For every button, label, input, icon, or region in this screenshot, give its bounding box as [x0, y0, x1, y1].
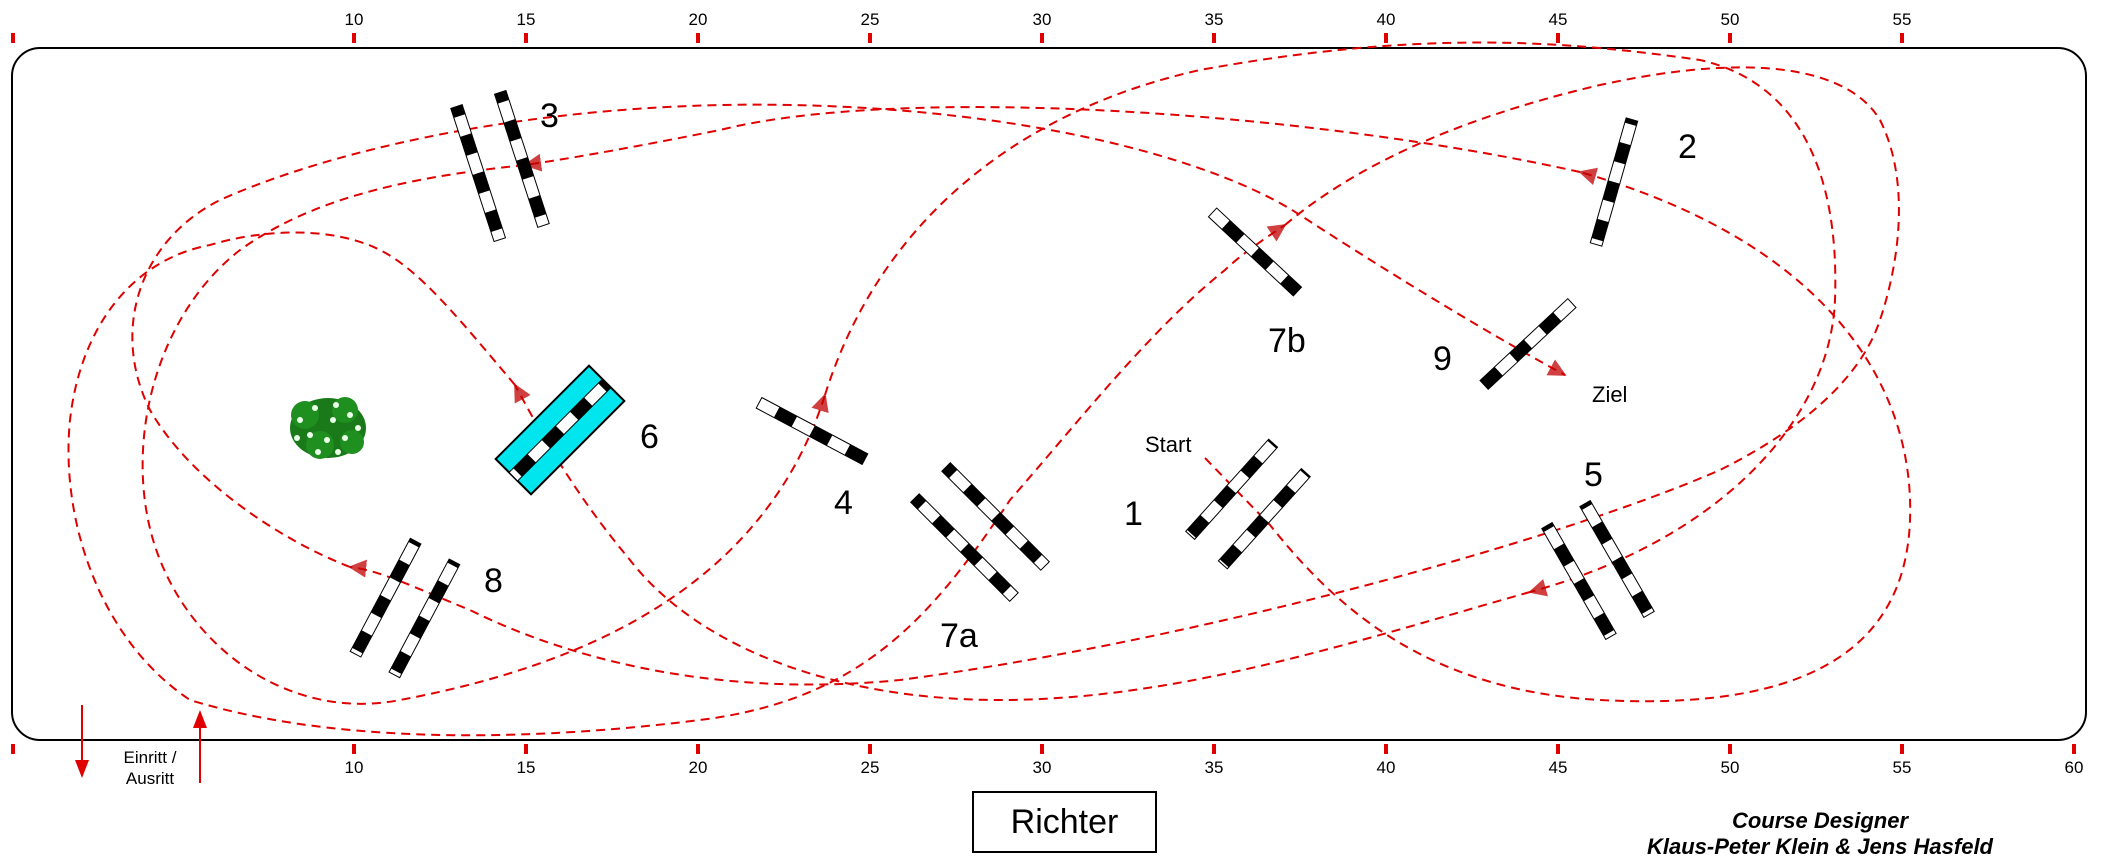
obstacle-9[interactable] [1479, 297, 1577, 391]
entry-label-line1: Einritt / [123, 748, 177, 767]
obstacle-7b[interactable] [1207, 207, 1303, 297]
riding-route [67, 41, 1912, 737]
judge-box: Richter [972, 791, 1157, 853]
top-tick: 55 [1893, 10, 1912, 29]
obstacle-label-1: 1 [1124, 495, 1143, 533]
obstacle-label-6: 6 [640, 418, 659, 456]
designer-title: Course Designer [1731, 808, 1909, 833]
arena-border [11, 47, 2087, 741]
entry-label-line2: Ausritt [125, 769, 175, 788]
exit-arrow-icon [75, 705, 89, 778]
top-tick: 45 [1549, 10, 1568, 29]
top-tick: 25 [861, 10, 880, 29]
obstacle-6-water[interactable] [494, 364, 626, 496]
designer-names: Klaus-Peter Klein & Jens Hasfeld [1646, 834, 1993, 859]
bottom-tick: 25 [861, 758, 880, 777]
bottom-tick: 60 [2065, 758, 2084, 777]
obstacle-label-7b: 7b [1268, 322, 1306, 360]
bottom-tick: 35 [1205, 758, 1224, 777]
obstacle-label-4: 4 [834, 484, 853, 522]
obstacle-8[interactable] [349, 537, 461, 679]
obstacle-label-3: 3 [540, 97, 559, 135]
bottom-tick: 45 [1549, 758, 1568, 777]
top-tick: 10 [345, 10, 364, 29]
top-tick: 15 [517, 10, 536, 29]
obstacle-label-2: 2 [1678, 128, 1697, 166]
bottom-ruler: 10 15 20 25 30 35 40 45 50 55 60 [345, 758, 2084, 777]
obstacle-label-9: 9 [1433, 340, 1452, 378]
bottom-tick: 50 [1721, 758, 1740, 777]
bottom-tick: 30 [1033, 758, 1052, 777]
obstacle-4[interactable] [755, 396, 869, 466]
obstacle-3[interactable] [450, 89, 550, 243]
top-tick: 35 [1205, 10, 1224, 29]
finish-label: Ziel [1592, 382, 1627, 407]
top-tick: 30 [1033, 10, 1052, 29]
bottom-tick: 10 [345, 758, 364, 777]
top-tick: 20 [689, 10, 708, 29]
bottom-tick: 40 [1377, 758, 1396, 777]
entry-arrow-icon [193, 710, 207, 783]
top-tick: 50 [1721, 10, 1740, 29]
obstacle-1[interactable] [1184, 438, 1312, 570]
obstacle-label-7a: 7a [940, 617, 978, 655]
bottom-tick: 15 [517, 758, 536, 777]
entry-exit-label: Einritt / Ausritt [100, 747, 200, 789]
ruler-marks [11, 33, 2076, 754]
bottom-tick: 20 [689, 758, 708, 777]
obstacle-2[interactable] [1589, 117, 1639, 247]
course-designer: Course Designer Klaus-Peter Klein & Jens… [1600, 808, 2040, 860]
obstacle-label-8: 8 [484, 562, 503, 600]
obstacle-label-5: 5 [1584, 456, 1603, 494]
bottom-tick: 55 [1893, 758, 1912, 777]
top-tick: 40 [1377, 10, 1396, 29]
top-ruler: 10 15 20 25 30 35 40 45 50 55 [345, 10, 1912, 29]
start-label: Start [1145, 432, 1191, 457]
obstacle-5[interactable] [1541, 499, 1655, 641]
bush-icon [290, 397, 366, 459]
obstacle-7a[interactable] [909, 461, 1051, 603]
judge-label: Richter [1010, 802, 1119, 841]
